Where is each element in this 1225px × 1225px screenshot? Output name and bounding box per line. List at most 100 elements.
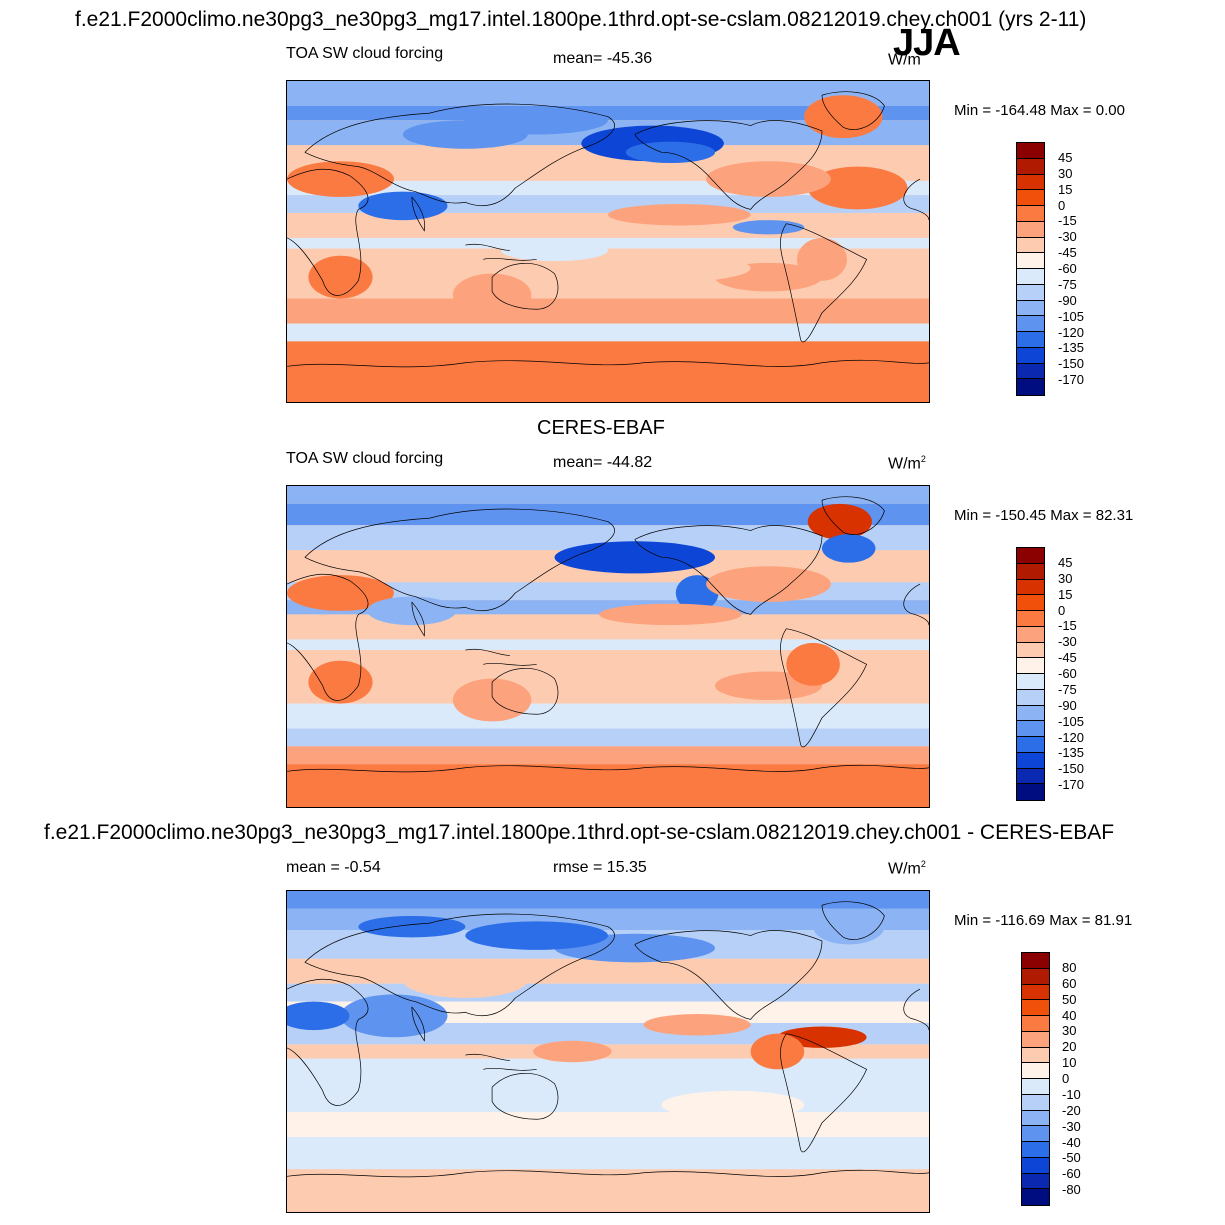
colorbar-swatch	[1017, 363, 1044, 380]
colorbar-tick-label: -20	[1062, 1102, 1081, 1118]
colorbar-tick-label: -75	[1058, 276, 1077, 292]
coastline	[465, 1054, 536, 1070]
map-contour-band	[287, 764, 929, 807]
map-contour-region	[358, 915, 466, 938]
colorbar-tick-label: 15	[1058, 181, 1073, 197]
colorbar-swatch	[1017, 579, 1044, 596]
coastline	[635, 526, 822, 615]
colorbar-tick-label: -150	[1058, 761, 1085, 777]
coastline	[412, 197, 425, 231]
panel-1-units: W/m	[888, 51, 921, 69]
colorbar-swatch	[1017, 752, 1044, 769]
panel-2-variable: TOA SW cloud forcing	[286, 450, 444, 467]
colorbar-swatch	[1022, 1110, 1049, 1127]
colorbar-swatch	[1017, 300, 1044, 317]
colorbar-swatch	[1017, 206, 1044, 222]
map-contour-region	[807, 503, 872, 540]
map-contour-region	[308, 255, 373, 299]
colorbar-tick-label: -120	[1058, 729, 1085, 745]
map-contour-region	[308, 660, 373, 704]
map-contour-band	[287, 195, 929, 213]
map-contour-region	[367, 596, 457, 626]
map-contour-band	[287, 958, 929, 984]
colorbar-swatch	[1017, 253, 1044, 269]
map-contour-band	[287, 746, 929, 765]
colorbar-tick-label: -45	[1058, 650, 1077, 666]
map-contour-region	[643, 1014, 751, 1036]
colorbar-tick-label: -15	[1058, 618, 1077, 634]
colorbar-tick-label: 0	[1058, 602, 1066, 618]
colorbar-swatch	[1017, 221, 1044, 238]
colorbar-swatch	[1022, 1079, 1049, 1095]
colorbar-tick-label: 45	[1058, 149, 1073, 165]
colorbar-swatch	[1017, 332, 1044, 348]
colorbar-swatch	[1022, 1016, 1049, 1032]
colorbar-tick-label: -60	[1062, 1166, 1081, 1182]
map-contour-band	[287, 1169, 929, 1212]
colorbar-swatch	[1022, 968, 1049, 985]
panel-2-units: W/m2	[888, 454, 926, 473]
panel-1-colorbar	[1016, 142, 1045, 396]
panel-2-title: CERES-EBAF	[537, 417, 665, 439]
colorbar-swatch	[1022, 953, 1049, 969]
coastline	[635, 931, 822, 1020]
map-contour-region	[465, 921, 608, 950]
map-contour-band	[287, 323, 929, 342]
coastline	[492, 668, 558, 714]
panel-3-rmse: rmse = 15.35	[553, 859, 647, 876]
map-contour-region	[554, 541, 715, 574]
colorbar-tick-label: 40	[1062, 1007, 1077, 1023]
colorbar-swatch	[1022, 1047, 1049, 1064]
coastline	[822, 497, 884, 535]
coastline	[492, 1073, 558, 1119]
map-contour-band	[287, 1137, 929, 1170]
colorbar-tick-label: 10	[1062, 1055, 1077, 1071]
coastline	[287, 574, 368, 700]
colorbar-tick-label: 50	[1062, 991, 1077, 1007]
colorbar-tick-label: 30	[1058, 165, 1073, 181]
coastline	[822, 902, 884, 940]
panel-1-mean: mean= -45.36	[553, 50, 653, 67]
map-contour-region	[501, 239, 608, 262]
colorbar-tick-label: 30	[1062, 1023, 1077, 1039]
map-contour-region	[563, 650, 724, 679]
colorbar-tick-label: -50	[1062, 1150, 1081, 1166]
colorbar-tick-label: 45	[1058, 554, 1073, 570]
panel-2-minmax: Min = -150.45 Max = 82.31	[954, 507, 1134, 524]
map-contour-region	[608, 204, 751, 226]
colorbar-swatch	[1017, 190, 1044, 206]
colorbar-swatch	[1017, 768, 1044, 785]
map-contour-region	[287, 575, 394, 611]
colorbar-swatch	[1022, 1063, 1049, 1079]
map-contour-region	[706, 161, 831, 197]
coastline	[465, 649, 536, 665]
map-contour-region	[599, 603, 742, 626]
colorbar-swatch	[1022, 1094, 1049, 1111]
map-contour-band	[287, 341, 929, 402]
map-contour-band	[287, 703, 929, 729]
colorbar-tick-label: -90	[1058, 697, 1077, 713]
colorbar-tick-label: -40	[1062, 1134, 1081, 1150]
colorbar-tick-label: -30	[1058, 634, 1077, 650]
colorbar-swatch	[1017, 174, 1044, 191]
colorbar-swatch	[1017, 237, 1044, 254]
map-contour-region	[661, 1090, 805, 1120]
map-contour-region	[340, 994, 448, 1038]
panel-3-title: f.e21.F2000climo.ne30pg3_ne30pg3_mg17.in…	[44, 821, 1115, 844]
colorbar-swatch	[1017, 269, 1044, 285]
coastline	[780, 224, 866, 342]
colorbar-tick-label: -60	[1058, 666, 1077, 681]
colorbar-swatch	[1022, 1142, 1049, 1158]
colorbar-tick-label: -135	[1058, 340, 1085, 356]
coastline	[305, 104, 615, 206]
panel-3-minmax: Min = -116.69 Max = 81.91	[954, 912, 1133, 929]
colorbar-tick-label: 30	[1058, 570, 1073, 586]
map-contour-region	[402, 962, 528, 998]
colorbar-swatch	[1017, 158, 1044, 175]
colorbar-swatch	[1022, 984, 1049, 1001]
colorbar-swatch	[1017, 689, 1044, 706]
map-contour-region	[572, 253, 751, 283]
coastline	[635, 121, 822, 210]
colorbar-tick-label: 80	[1062, 959, 1077, 975]
map-contour-region	[732, 220, 805, 235]
